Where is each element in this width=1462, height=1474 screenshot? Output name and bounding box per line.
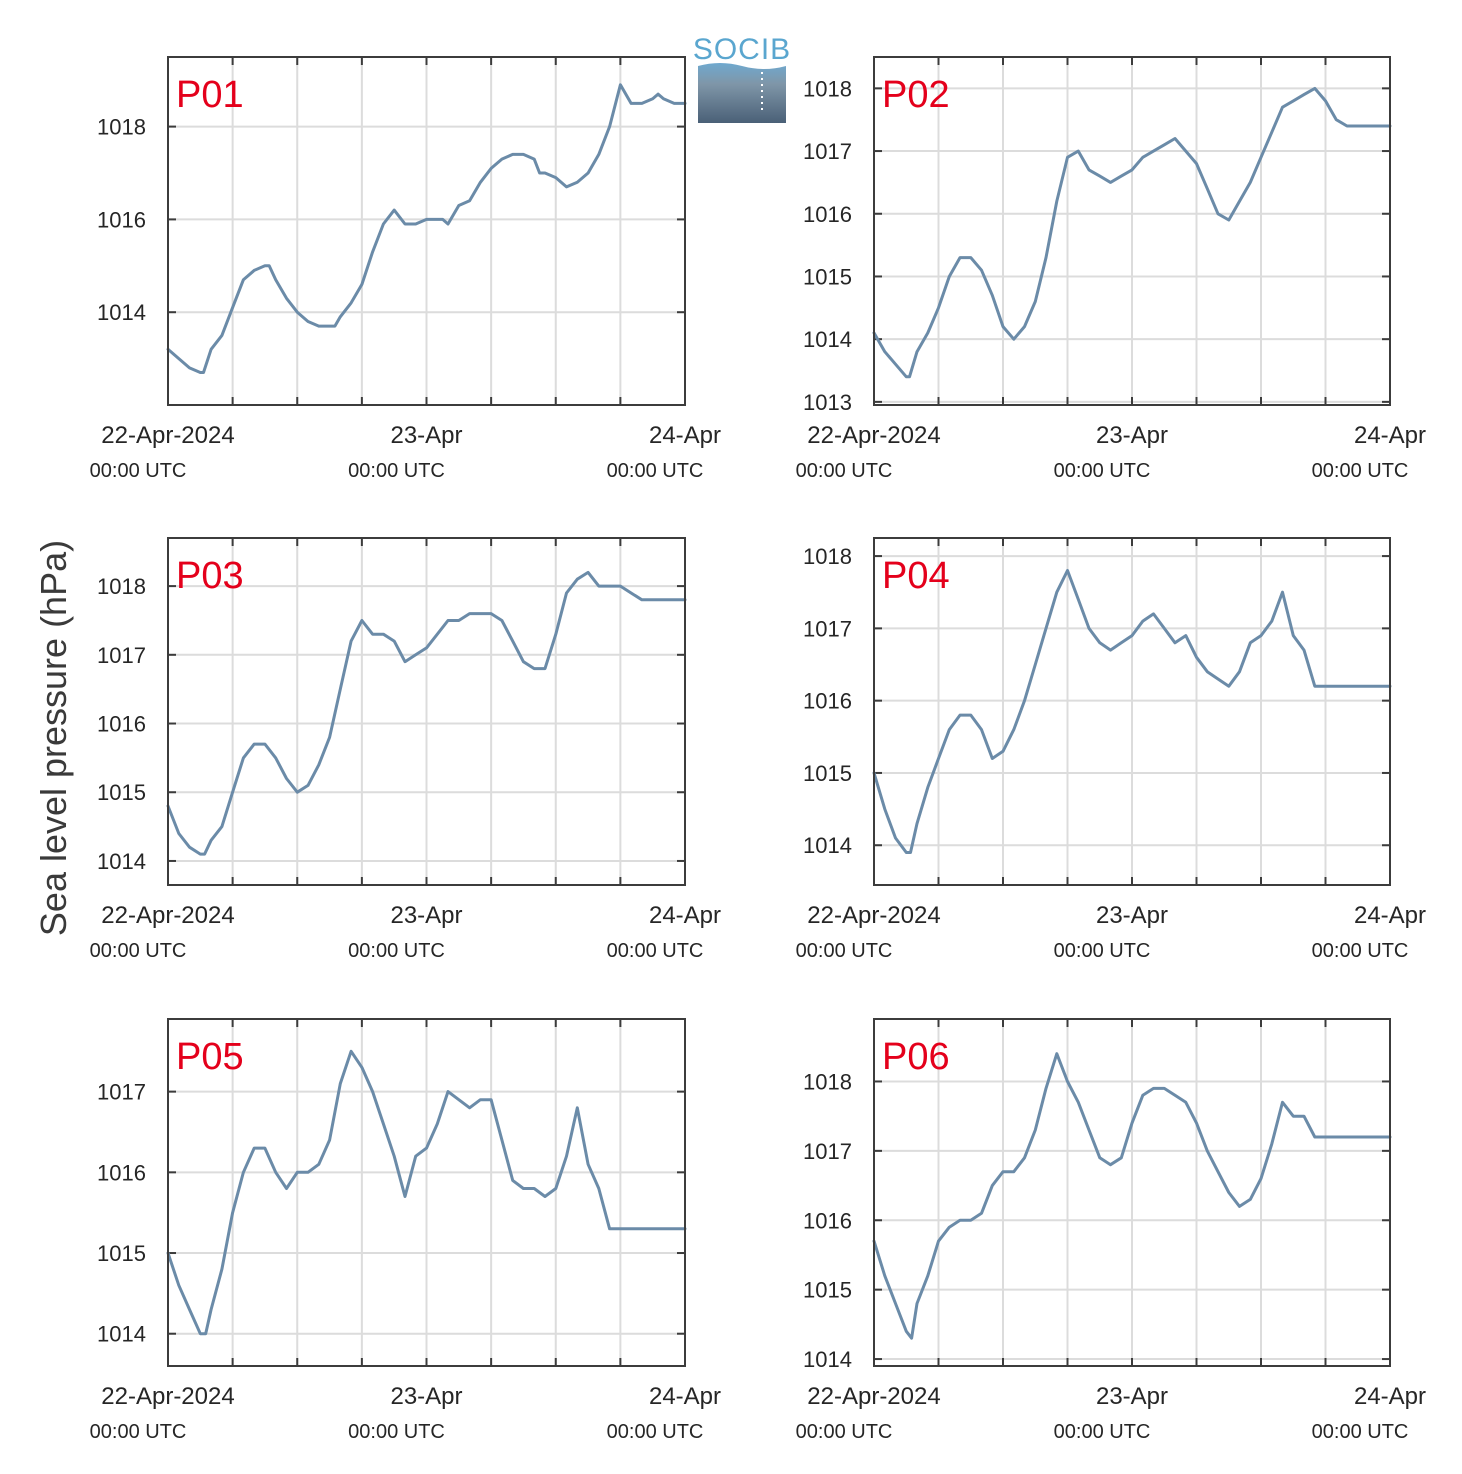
x-tick-label-time: 00:00 UTC (1312, 940, 1409, 962)
y-tick-label: 1015 (97, 1241, 146, 1266)
plot-frame (873, 1018, 1391, 1367)
y-tick-label: 1016 (97, 1160, 146, 1185)
y-tick-label: 1015 (97, 780, 146, 805)
panel-label: P05 (176, 1036, 244, 1078)
x-tick-label-date: 24-Apr (1354, 422, 1426, 449)
x-tick-label-date: 23-Apr (1096, 902, 1168, 929)
x-tick-label-time: 00:00 UTC (1054, 1421, 1151, 1443)
x-tick-label-time: 00:00 UTC (1054, 460, 1151, 482)
y-tick-label: 1017 (97, 1080, 146, 1105)
x-tick-label-date: 22-Apr-2024 (101, 422, 234, 449)
panel-label: P03 (176, 555, 244, 597)
y-tick-label: 1018 (97, 574, 146, 599)
x-tick-label-date: 24-Apr (649, 1383, 721, 1410)
series-line (166, 1049, 687, 1336)
y-tick-label: 1016 (803, 689, 852, 714)
x-tick-label-time: 00:00 UTC (796, 460, 893, 482)
x-tick-label-time: 00:00 UTC (348, 940, 445, 962)
y-tick-label: 1016 (97, 712, 146, 737)
y-tick-label: 1016 (803, 1208, 852, 1233)
y-tick-label: 1014 (803, 1347, 852, 1372)
x-tick-label-date: 24-Apr (1354, 902, 1426, 929)
x-tick-label-time: 00:00 UTC (1312, 1421, 1409, 1443)
x-tick-label-time: 00:00 UTC (90, 1421, 187, 1443)
x-tick-label-date: 23-Apr (390, 422, 462, 449)
x-tick-label-date: 23-Apr (1096, 1383, 1168, 1410)
panels: 1014 1016 1018 22-Apr-2024 00:00 UTC 23-Apr 00… (90, 56, 1426, 1443)
panel-label: P01 (176, 74, 244, 116)
x-tick-label-time: 00:00 UTC (796, 1421, 893, 1443)
plot-frame (167, 56, 686, 406)
panel-p01: 1014 1016 1018 22-Apr-2024 00:00 UTC 23-Apr 00… (90, 56, 721, 482)
y-tick-label: 1014 (97, 1322, 146, 1347)
y-tick-label: 1016 (803, 202, 852, 227)
panel-p04: 1014 1015 1016 1017 1018 22-Apr-2024 00:00 UTC… (796, 537, 1426, 962)
y-tick-label: 1017 (803, 139, 852, 164)
series-line (872, 86, 1392, 379)
series-line (166, 570, 687, 856)
panel-label: P02 (882, 74, 950, 116)
series-line (872, 1052, 1392, 1340)
x-tick-label-date: 24-Apr (649, 902, 721, 929)
x-tick-label-time: 00:00 UTC (90, 940, 187, 962)
y-axis-label: Sea level pressure (hPa) (33, 540, 74, 936)
socib-logo-wave (698, 63, 786, 123)
y-tick-label: 1014 (803, 327, 852, 352)
y-tick-label: 1017 (97, 643, 146, 668)
y-tick-label: 1014 (97, 849, 146, 874)
y-tick-label: 1018 (803, 76, 852, 101)
y-tick-label: 1014 (97, 300, 146, 325)
x-tick-label-date: 22-Apr-2024 (101, 902, 234, 929)
x-tick-label-date: 22-Apr-2024 (807, 422, 940, 449)
x-tick-label-date: 24-Apr (649, 422, 721, 449)
y-tick-label: 1016 (97, 207, 146, 232)
x-tick-label-date: 23-Apr (390, 1383, 462, 1410)
x-tick-label-date: 22-Apr-2024 (101, 1383, 234, 1410)
x-tick-label-time: 00:00 UTC (90, 460, 187, 482)
y-tick-label: 1018 (803, 544, 852, 569)
y-tick-label: 1018 (803, 1069, 852, 1094)
plot-frame (873, 56, 1391, 406)
x-tick-label-time: 00:00 UTC (607, 940, 704, 962)
y-tick-label: 1013 (803, 390, 852, 415)
x-tick-label-date: 22-Apr-2024 (807, 902, 940, 929)
socib-logo-text: SOCIB (693, 33, 791, 66)
y-tick-label: 1015 (803, 264, 852, 289)
x-tick-label-date: 22-Apr-2024 (807, 1383, 940, 1410)
panel-label: P06 (882, 1036, 950, 1078)
y-tick-label: 1015 (803, 761, 852, 786)
x-tick-label-time: 00:00 UTC (1054, 940, 1151, 962)
socib-logo: SOCIB (693, 33, 791, 123)
panel-p02: 1013 1014 1015 1016 1017 1018 22-Apr-2024 00:00… (796, 56, 1426, 482)
x-tick-label-date: 24-Apr (1354, 1383, 1426, 1410)
panel-label: P04 (882, 555, 950, 597)
x-tick-label-time: 00:00 UTC (607, 1421, 704, 1443)
panel-p03: 1014 1015 1016 1017 1018 22-Apr-2024 00:00 UTC… (90, 537, 721, 962)
x-tick-label-time: 00:00 UTC (348, 1421, 445, 1443)
plot-frame (167, 537, 686, 886)
x-tick-label-time: 00:00 UTC (348, 460, 445, 482)
y-tick-label: 1018 (97, 115, 146, 140)
x-tick-label-time: 00:00 UTC (796, 940, 893, 962)
series-line (872, 569, 1392, 854)
x-tick-label-date: 23-Apr (390, 902, 462, 929)
panel-p05: 1014 1015 1016 1017 22-Apr-2024 00:00 UTC 23-A… (90, 1018, 721, 1443)
panel-p06: 1014 1015 1016 1017 1018 22-Apr-2024 00:00 UTC… (796, 1018, 1426, 1443)
x-tick-label-time: 00:00 UTC (1312, 460, 1409, 482)
series-line (166, 83, 687, 374)
y-tick-label: 1015 (803, 1278, 852, 1303)
y-tick-label: 1017 (803, 1139, 852, 1164)
y-tick-label: 1017 (803, 616, 852, 641)
x-tick-label-time: 00:00 UTC (607, 460, 704, 482)
plot-frame (873, 537, 1391, 886)
y-tick-label: 1014 (803, 833, 852, 858)
plot-frame (167, 1018, 686, 1367)
x-tick-label-date: 23-Apr (1096, 422, 1168, 449)
